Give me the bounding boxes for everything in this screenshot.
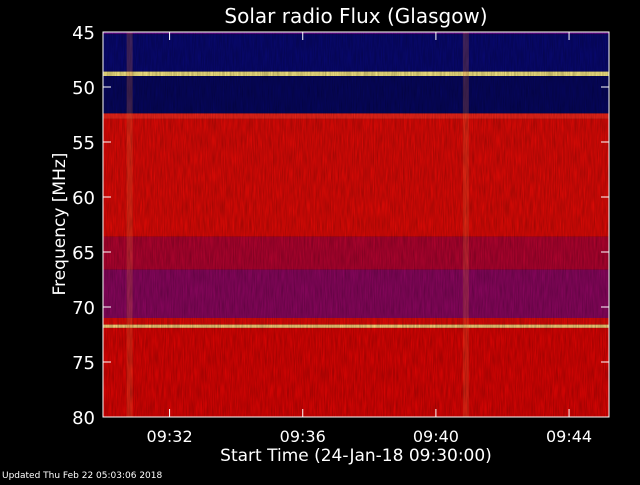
plot-frame: [102, 31, 610, 418]
y-tick-label: 50: [72, 78, 95, 99]
x-axis-ticks: 09:32 09:36 09:40 09:44: [147, 32, 592, 446]
x-axis-label: Start Time (24-Jan-18 09:30:00): [220, 446, 492, 466]
x-tick-label: 09:36: [280, 427, 326, 446]
y-tick-label: 55: [72, 133, 95, 154]
y-tick-label: 65: [72, 243, 95, 264]
y-tick-label: 45: [72, 23, 95, 44]
x-tick-label: 09:32: [147, 427, 193, 446]
y-tick-label: 75: [72, 353, 95, 374]
updated-footer: Updated Thu Feb 22 05:03:06 2018: [2, 471, 163, 480]
y-tick-label: 80: [72, 408, 95, 429]
y-tick-label: 60: [72, 188, 95, 209]
x-tick-label: 09:44: [546, 427, 592, 446]
y-axis-ticks: 45 50 55 60 65 70 75 80: [72, 23, 609, 429]
chart-title: Solar radio Flux (Glasgow): [224, 4, 487, 28]
y-axis-label: Frequency [MHz]: [50, 153, 70, 296]
noise-texture: [103, 32, 609, 417]
x-tick-label: 09:40: [413, 427, 459, 446]
y-tick-label: 70: [72, 298, 95, 319]
